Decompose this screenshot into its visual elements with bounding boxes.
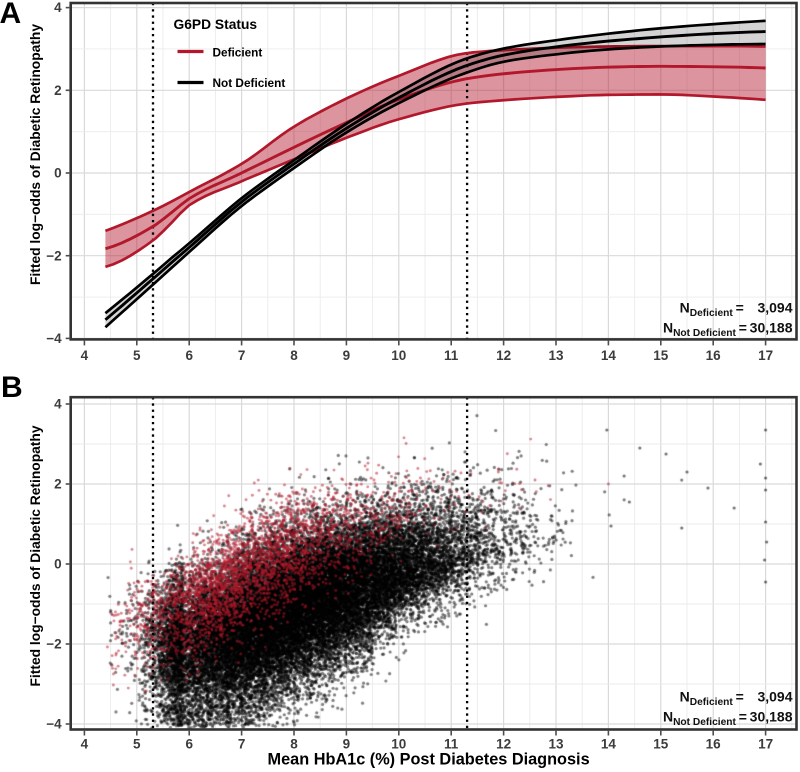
svg-text:16: 16 <box>706 348 722 363</box>
svg-text:14: 14 <box>601 348 617 363</box>
svg-text:0: 0 <box>54 557 62 572</box>
svg-text:NNot Deficient = 30,188: NNot Deficient = 30,188 <box>663 320 793 339</box>
svg-text:13: 13 <box>548 348 564 363</box>
svg-text:10: 10 <box>391 348 406 363</box>
svg-text:7: 7 <box>238 736 246 751</box>
svg-text:12: 12 <box>496 348 511 363</box>
svg-text:Mean HbA1c (%) Post Diabetes D: Mean HbA1c (%) Post Diabetes Diagnosis <box>268 751 590 769</box>
svg-text:NNot Deficient = 30,188: NNot Deficient = 30,188 <box>663 709 793 728</box>
svg-text:4: 4 <box>54 0 62 15</box>
svg-text:5: 5 <box>133 736 141 751</box>
svg-text:5: 5 <box>133 348 141 363</box>
svg-text:12: 12 <box>496 736 511 751</box>
svg-text:10: 10 <box>391 736 406 751</box>
svg-text:13: 13 <box>548 736 564 751</box>
svg-text:2: 2 <box>54 477 62 492</box>
svg-text:A: A <box>0 0 21 30</box>
svg-text:−2: −2 <box>46 248 61 263</box>
svg-text:6: 6 <box>185 348 193 363</box>
svg-text:15: 15 <box>653 736 669 751</box>
svg-text:9: 9 <box>343 736 351 751</box>
svg-text:Fitted log−odds of Diabetic Re: Fitted log−odds of Diabetic Retinopathy <box>28 24 43 285</box>
svg-text:Fitted log−odds of Diabetic Re: Fitted log−odds of Diabetic Retinopathy <box>28 425 43 686</box>
svg-text:NDeficient = 3,094: NDeficient = 3,094 <box>680 689 793 708</box>
svg-text:4: 4 <box>54 397 62 412</box>
svg-text:8: 8 <box>290 736 298 751</box>
svg-text:G6PD Status: G6PD Status <box>174 17 258 32</box>
svg-text:14: 14 <box>601 736 617 751</box>
svg-text:8: 8 <box>290 348 298 363</box>
svg-text:17: 17 <box>758 736 773 751</box>
svg-text:7: 7 <box>238 348 246 363</box>
svg-text:NDeficient = 3,094: NDeficient = 3,094 <box>680 300 793 319</box>
svg-text:17: 17 <box>758 348 773 363</box>
svg-text:Deficient: Deficient <box>213 46 263 60</box>
svg-text:Not Deficient: Not Deficient <box>213 76 286 90</box>
svg-text:4: 4 <box>81 736 89 751</box>
svg-text:−2: −2 <box>46 637 61 652</box>
svg-text:11: 11 <box>444 736 459 751</box>
svg-text:0: 0 <box>54 166 62 181</box>
svg-text:−4: −4 <box>46 717 62 732</box>
svg-text:2: 2 <box>54 83 62 98</box>
svg-text:−4: −4 <box>46 331 62 346</box>
svg-text:B: B <box>1 371 23 404</box>
svg-text:4: 4 <box>81 348 89 363</box>
svg-text:15: 15 <box>653 348 669 363</box>
svg-text:11: 11 <box>444 348 459 363</box>
svg-text:9: 9 <box>343 348 351 363</box>
svg-text:6: 6 <box>185 736 193 751</box>
svg-text:16: 16 <box>706 736 722 751</box>
